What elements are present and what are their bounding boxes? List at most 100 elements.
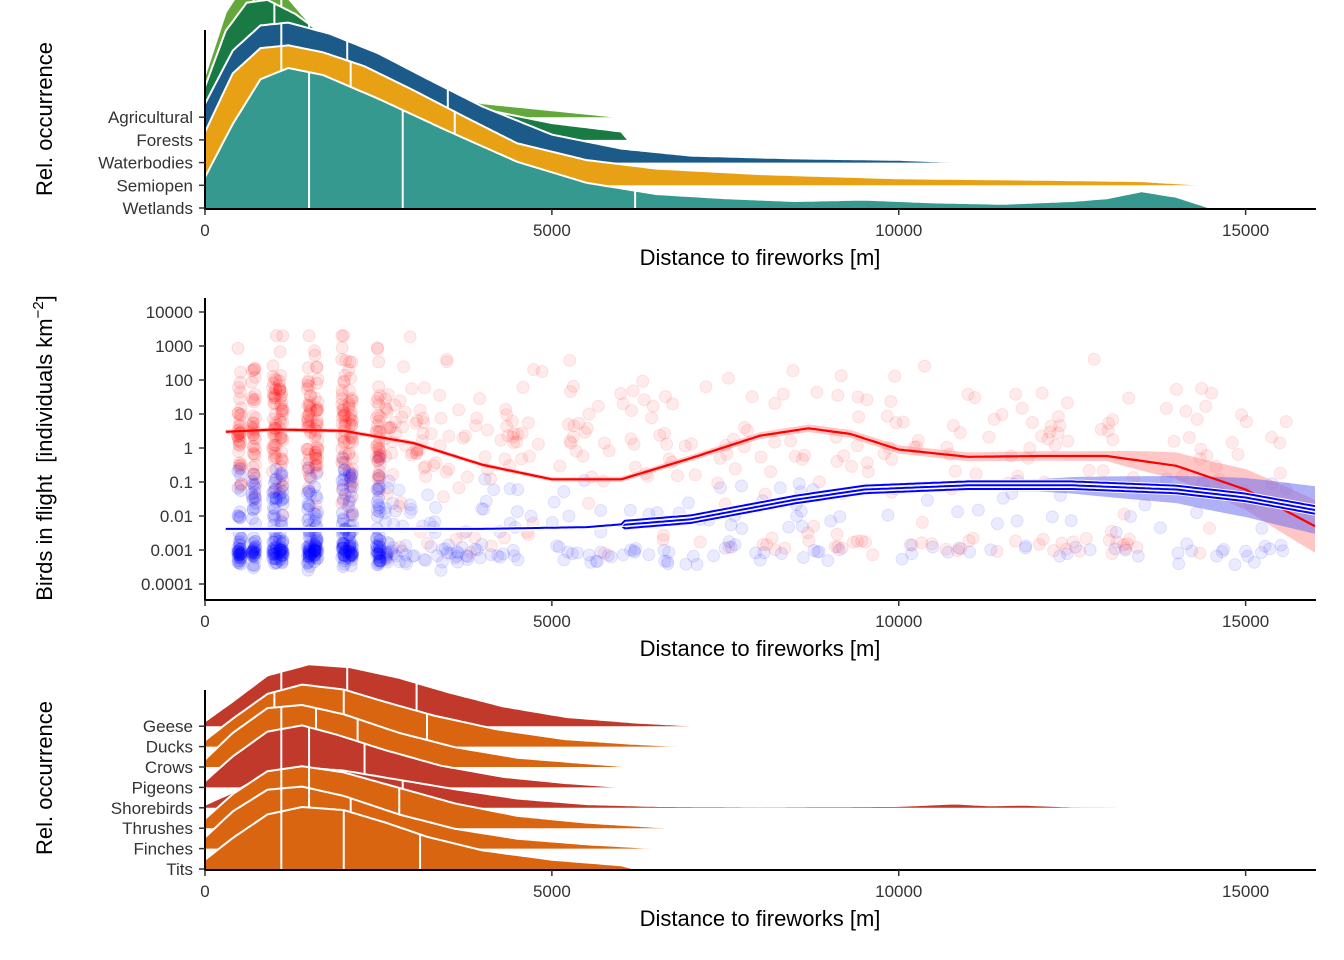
scatter-point bbox=[346, 539, 359, 553]
scatter-point bbox=[247, 439, 261, 453]
scatter-point bbox=[835, 541, 849, 555]
scatter-point bbox=[311, 434, 325, 448]
scatter-point bbox=[578, 425, 592, 439]
scatter-point bbox=[273, 553, 287, 567]
scatter-point bbox=[267, 508, 281, 522]
scatter-point bbox=[343, 539, 357, 553]
scatter-point bbox=[481, 423, 494, 437]
scatter-point bbox=[1035, 429, 1049, 443]
scatter-point bbox=[572, 416, 586, 430]
scatter-point bbox=[379, 401, 392, 415]
scatter-point bbox=[828, 540, 842, 554]
ridge-area bbox=[205, 767, 1211, 808]
scatter-y-axis-title-unit: individuals km bbox=[32, 318, 57, 456]
scatter-point bbox=[738, 421, 751, 434]
scatter-point bbox=[830, 527, 844, 541]
scatter-point bbox=[487, 483, 501, 497]
scatter-point bbox=[372, 501, 386, 515]
x-tick-label: 10000 bbox=[875, 221, 922, 240]
scatter-point bbox=[990, 544, 1004, 558]
scatter-point bbox=[866, 548, 880, 562]
habitat-y-axis-title: Rel. occurrence bbox=[32, 42, 57, 196]
scatter-point bbox=[1015, 401, 1029, 415]
y-tick-label: 100 bbox=[165, 371, 193, 390]
scatter-point bbox=[1064, 514, 1078, 528]
scatter-point bbox=[311, 403, 325, 416]
scatter-point bbox=[338, 463, 351, 476]
scatter-point bbox=[941, 545, 955, 559]
scatter-point bbox=[275, 541, 289, 555]
scatter-point bbox=[338, 447, 352, 460]
scatter-point bbox=[268, 483, 282, 497]
scatter-point bbox=[268, 396, 282, 410]
scatter-point bbox=[370, 495, 384, 509]
scatter-point bbox=[307, 544, 321, 558]
scatter-point bbox=[395, 410, 409, 424]
habitat-category-labels: Agricultural Forests Waterbodies Semiopen We… bbox=[98, 108, 205, 218]
scatter-point bbox=[768, 543, 782, 557]
scatter-point bbox=[267, 389, 281, 403]
scatter-point bbox=[301, 398, 315, 412]
scatter-point bbox=[233, 538, 247, 552]
scatter-point bbox=[338, 468, 352, 482]
scatter-point bbox=[234, 546, 248, 560]
category-label-shorebirds: Shorebirds bbox=[111, 799, 193, 818]
scatter-point bbox=[601, 548, 615, 562]
scatter-point bbox=[884, 395, 898, 408]
scatter-point bbox=[300, 442, 314, 456]
scatter-point bbox=[268, 557, 282, 570]
scatter-point bbox=[248, 432, 262, 446]
scatter-point bbox=[386, 541, 400, 555]
scatter-point bbox=[918, 359, 932, 373]
scatter-point bbox=[300, 410, 314, 424]
scatter-point bbox=[268, 372, 282, 386]
scatter-point bbox=[418, 460, 432, 473]
scatter-point bbox=[371, 509, 384, 523]
scatter-point bbox=[821, 554, 835, 567]
scatter-point bbox=[308, 428, 322, 442]
scatter-point bbox=[1019, 539, 1033, 553]
scatter-point bbox=[1225, 436, 1239, 450]
scatter-point bbox=[1009, 387, 1023, 401]
scatter-point bbox=[267, 442, 281, 456]
scatter-point bbox=[233, 426, 247, 440]
scatter-point bbox=[337, 548, 351, 562]
scatter-point bbox=[421, 488, 435, 502]
scatter-point bbox=[336, 403, 350, 417]
scatter-point bbox=[345, 537, 359, 551]
scatter-point bbox=[249, 551, 262, 565]
scatter-point bbox=[337, 513, 351, 527]
scatter-point bbox=[343, 508, 357, 522]
scatter-point bbox=[690, 557, 704, 571]
scatter-point bbox=[337, 435, 351, 449]
scatter-point bbox=[302, 554, 316, 568]
scatter-point bbox=[309, 507, 323, 521]
scatter-point bbox=[274, 543, 288, 557]
scatter-point bbox=[234, 407, 248, 421]
scatter-point bbox=[302, 453, 316, 467]
scatter-point bbox=[231, 547, 245, 561]
scatter-point bbox=[335, 387, 349, 401]
scatter-point bbox=[248, 490, 262, 503]
scatter-point bbox=[273, 531, 287, 545]
scatter-point bbox=[302, 549, 316, 563]
scatter-point bbox=[269, 492, 283, 506]
scatter-point bbox=[268, 473, 282, 487]
scatter-point bbox=[1119, 543, 1132, 557]
scatter-point bbox=[371, 540, 385, 554]
scatter-point bbox=[888, 369, 902, 383]
scatter-point bbox=[234, 385, 247, 399]
scatter-point bbox=[889, 416, 903, 430]
scatter-point bbox=[267, 476, 281, 490]
scatter-point bbox=[345, 553, 359, 567]
scatter-point bbox=[232, 545, 246, 559]
habitat-x-ticks: 0 5000 10000 15000 bbox=[200, 209, 1269, 240]
scatter-point bbox=[231, 544, 245, 558]
scatter-point bbox=[302, 484, 316, 498]
scatter-point bbox=[247, 428, 260, 442]
scatter-point bbox=[231, 406, 245, 420]
scatter-point bbox=[1209, 459, 1223, 473]
scatter-point bbox=[850, 534, 864, 548]
scatter-point bbox=[301, 463, 315, 477]
scatter-point bbox=[266, 509, 280, 523]
